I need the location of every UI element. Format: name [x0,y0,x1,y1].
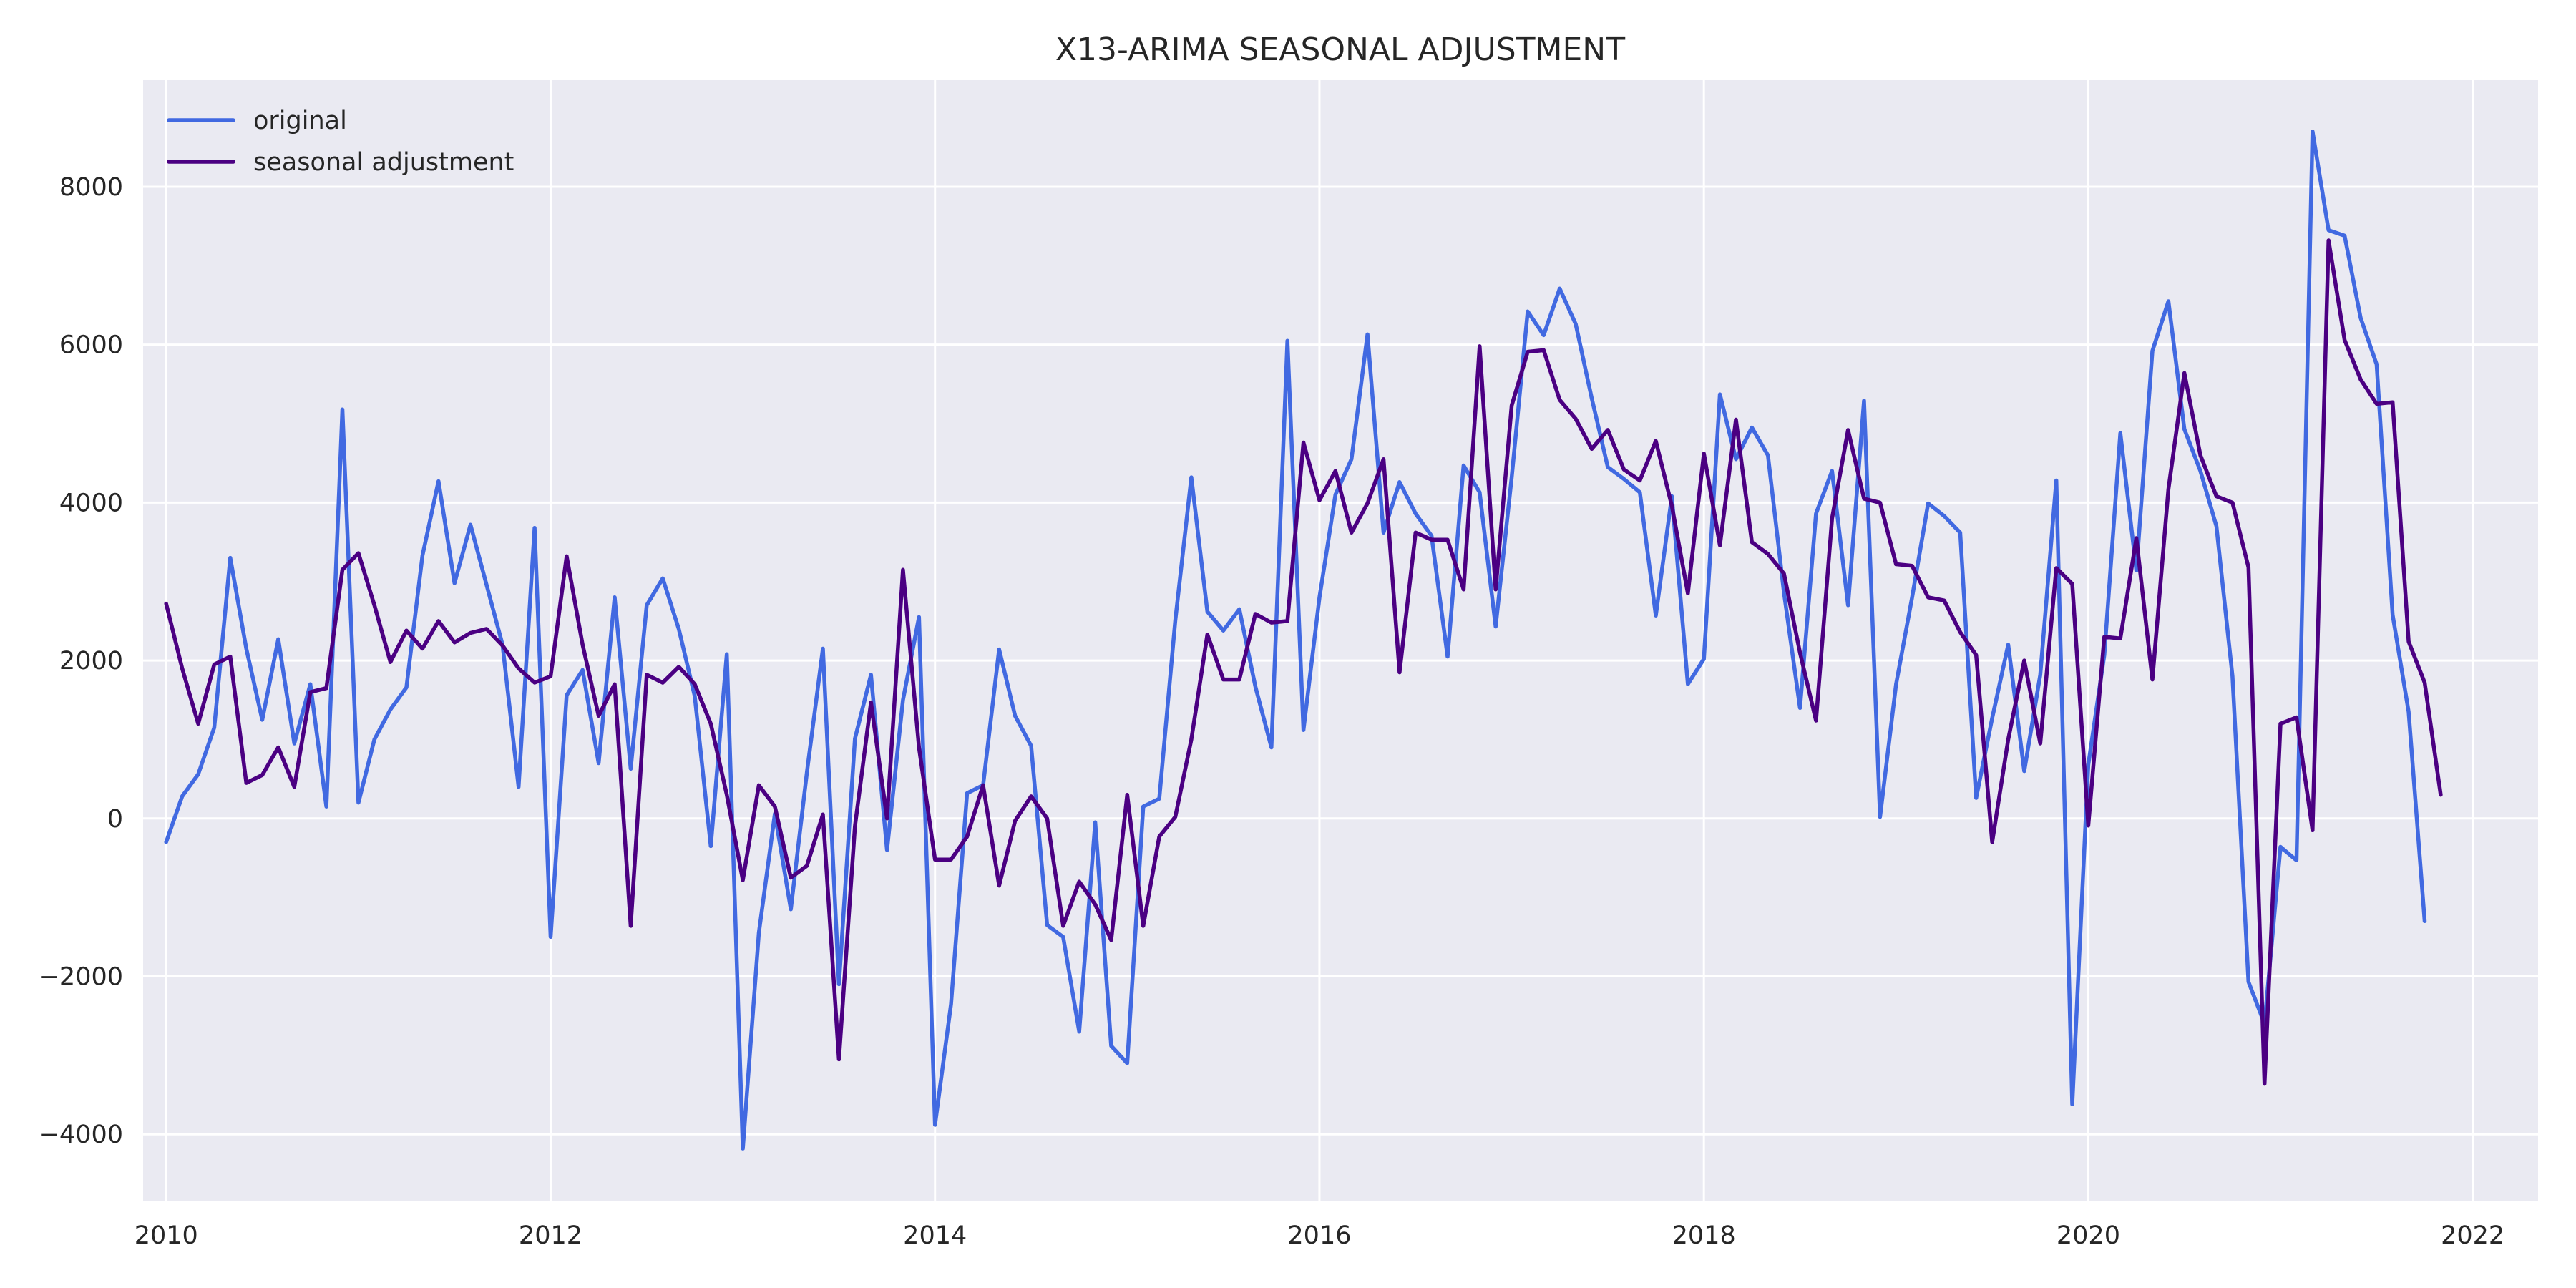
x-tick-label: 2010 [135,1221,198,1250]
series-line-seasonal-adjustment [164,238,2443,1086]
y-tick-label: 6000 [59,331,123,360]
y-tick-label: 4000 [59,489,123,517]
y-tick-label: 2000 [59,647,123,675]
x-tick-label: 2020 [2057,1221,2120,1250]
x-tick-label: 2016 [1287,1221,1351,1250]
y-tick-label: −2000 [39,962,123,991]
x-axis-ticks: 2010 2012 2014 2016 2018 2020 2022 [135,1221,2505,1250]
plot-area [143,80,2538,1201]
x-tick-label: 2022 [2441,1221,2504,1250]
chart-title: X13-ARIMA SEASONAL ADJUSTMENT [1055,31,1625,68]
legend-label: original [253,107,347,135]
y-tick-label: 0 [107,805,123,834]
x-tick-label: 2014 [903,1221,967,1250]
grid-lines [143,80,2538,1201]
legend-label: seasonal adjustment [253,148,514,177]
y-tick-label: 8000 [59,173,123,202]
legend: original seasonal adjustment [167,107,514,177]
series-layer [164,129,2443,1151]
x-tick-label: 2012 [519,1221,582,1250]
x-tick-label: 2018 [1672,1221,1736,1250]
y-axis-ticks: −4000 −2000 0 2000 4000 6000 8000 [39,173,123,1149]
y-tick-label: −4000 [39,1121,123,1149]
